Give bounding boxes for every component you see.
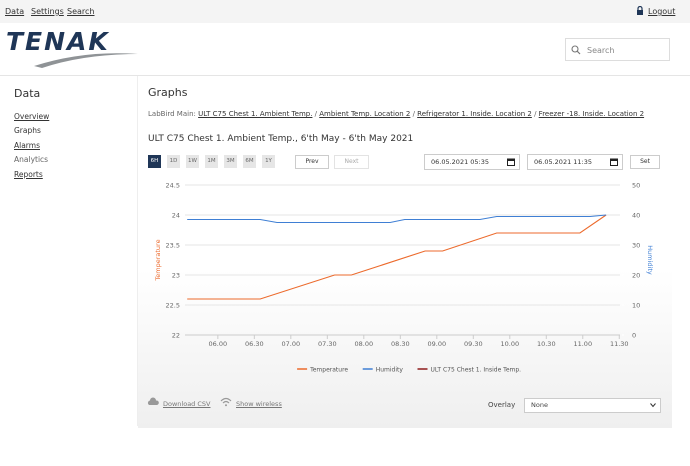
y-tick-label: 23.5 — [166, 242, 180, 250]
y2-tick-label: 20 — [632, 272, 640, 280]
lock-icon — [637, 6, 643, 15]
x-tick-label: 10.30 — [537, 340, 556, 348]
range-button[interactable]: 1W — [186, 155, 199, 168]
main-panel — [138, 76, 672, 428]
wifi-icon — [220, 397, 232, 407]
date-to[interactable]: 06.05.2021 11:35 — [527, 154, 623, 170]
breadcrumb-link[interactable]: Freezer -18. Inside. Location 2 — [532, 110, 644, 118]
x-tick-label: 09.30 — [464, 340, 483, 348]
x-tick-label: 10.00 — [500, 340, 519, 348]
x-tick-label: 07.30 — [318, 340, 337, 348]
breadcrumb-link[interactable]: ULT C75 Chest 1. Ambient Temp. — [198, 110, 313, 118]
y-tick-label: 24.5 — [166, 182, 180, 190]
y2-tick-label: 0 — [632, 332, 636, 340]
prev-button[interactable]: Prev — [295, 155, 329, 169]
range-button[interactable]: 1M — [205, 155, 218, 168]
download-csv[interactable]: Download CSV — [163, 400, 211, 408]
sidebar-link[interactable]: Graphs — [14, 126, 41, 135]
logo: TENAK — [6, 28, 138, 68]
sidebar-link[interactable]: Alarms — [14, 141, 40, 150]
search-box[interactable]: Search — [565, 38, 670, 61]
x-tick-label: 11.30 — [610, 340, 629, 348]
sidebar-link[interactable]: Reports — [14, 170, 43, 179]
y2-axis-label: Humidity — [646, 245, 654, 275]
date-from-text: 06.05.2021 05:35 — [431, 158, 490, 166]
y-tick-label: 24 — [172, 212, 180, 220]
top-bar: Data Settings Search Logout — [0, 0, 690, 23]
breadcrumb: LabBird Main: ULT C75 Chest 1. Ambient T… — [148, 110, 644, 118]
x-tick-label: 06.00 — [209, 340, 228, 348]
overlay-select[interactable]: None — [524, 398, 661, 413]
legend-label: ULT C75 Chest 1. Inside Temp. — [431, 367, 522, 374]
y-tick-label: 23 — [172, 272, 180, 280]
overlay-value: None — [531, 401, 548, 409]
page-title: Graphs — [148, 86, 188, 99]
chevron — [650, 403, 656, 408]
set-button[interactable]: Set — [630, 155, 660, 169]
logout-link[interactable]: Logout — [648, 7, 676, 16]
range-button[interactable]: 3M — [224, 155, 237, 168]
breadcrumb-link[interactable]: Ambient Temp. Location 2 — [312, 110, 410, 118]
show-wireless[interactable]: Show wireless — [236, 400, 282, 408]
breadcrumb-link[interactable]: Refrigerator 1. Inside. Location 2 — [410, 110, 532, 118]
y2-tick-label: 50 — [632, 182, 640, 190]
y2-tick-label: 10 — [632, 302, 640, 310]
range-button[interactable]: 6M — [243, 155, 256, 168]
x-tick-label: 08.00 — [355, 340, 374, 348]
divider — [0, 75, 690, 76]
x-tick-label: 08.30 — [391, 340, 410, 348]
nav-link[interactable]: Data — [5, 7, 25, 16]
x-tick-label: 07.00 — [282, 340, 301, 348]
legend-label: Humidity — [376, 367, 404, 374]
search-placeholder: Search — [587, 46, 615, 55]
date-from[interactable]: 06.05.2021 05:35 — [424, 154, 520, 170]
sidebar: Data Overview Graphs Alarms Analytics Re… — [5, 76, 138, 426]
x-tick-label: 11.00 — [573, 340, 592, 348]
next-button[interactable]: Next — [334, 155, 369, 169]
nav-link[interactable]: Settings — [31, 7, 64, 16]
overlay-label: Overlay — [488, 401, 516, 409]
nav-link[interactable]: Search — [67, 7, 95, 16]
x-tick-label: 06.30 — [245, 340, 264, 348]
logo-text: TENAK — [6, 28, 110, 56]
calendar-icon — [610, 158, 618, 166]
graph-title: ULT C75 Chest 1. Ambient Temp., 6'th May… — [148, 134, 414, 144]
calendar-icon — [507, 158, 515, 166]
legend-label: Temperature — [309, 367, 348, 374]
y-tick-label: 22.5 — [166, 302, 180, 310]
range-button[interactable]: 1D — [167, 155, 180, 168]
sidebar-link[interactable]: Overview — [14, 112, 50, 121]
range-button[interactable]: 1Y — [262, 155, 275, 168]
y-axis-label: Temperature — [154, 239, 162, 281]
search-icon — [571, 45, 581, 55]
logo-swoosh — [34, 53, 138, 68]
y-tick-label: 22 — [172, 332, 180, 340]
sidebar-title: Data — [14, 87, 41, 100]
y2-tick-label: 30 — [632, 242, 640, 250]
sidebar-link[interactable]: Analytics — [14, 155, 49, 164]
cloud-icon — [147, 397, 159, 405]
date-to-text: 06.05.2021 11:35 — [534, 158, 593, 166]
y2-tick-label: 40 — [632, 212, 640, 220]
range-button[interactable]: 6H — [148, 155, 161, 168]
series-line — [187, 214, 607, 224]
chart: 22 22.5 23 23.5 24 24.5 0 10 20 30 40 50 06.00 06.30 0… — [154, 182, 654, 374]
series-line — [187, 214, 607, 300]
breadcrumb-label: LabBird Main: — [148, 110, 196, 118]
x-tick-label: 09.00 — [427, 340, 446, 348]
